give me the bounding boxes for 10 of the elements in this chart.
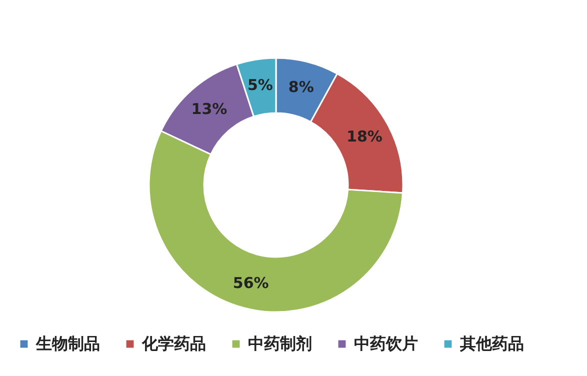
legend-label: 化学药品 xyxy=(141,334,206,353)
data-label: 13% xyxy=(191,100,228,118)
data-label: 5% xyxy=(247,76,273,94)
legend-label: 生物制品 xyxy=(35,334,100,353)
data-label: 8% xyxy=(288,78,314,96)
data-label: 56% xyxy=(232,274,269,292)
legend-label: 中药饮片 xyxy=(354,334,418,353)
legend-label: 中药制剂 xyxy=(248,334,312,353)
legend-label: 其他药品 xyxy=(459,334,524,353)
data-label: 18% xyxy=(346,127,382,146)
